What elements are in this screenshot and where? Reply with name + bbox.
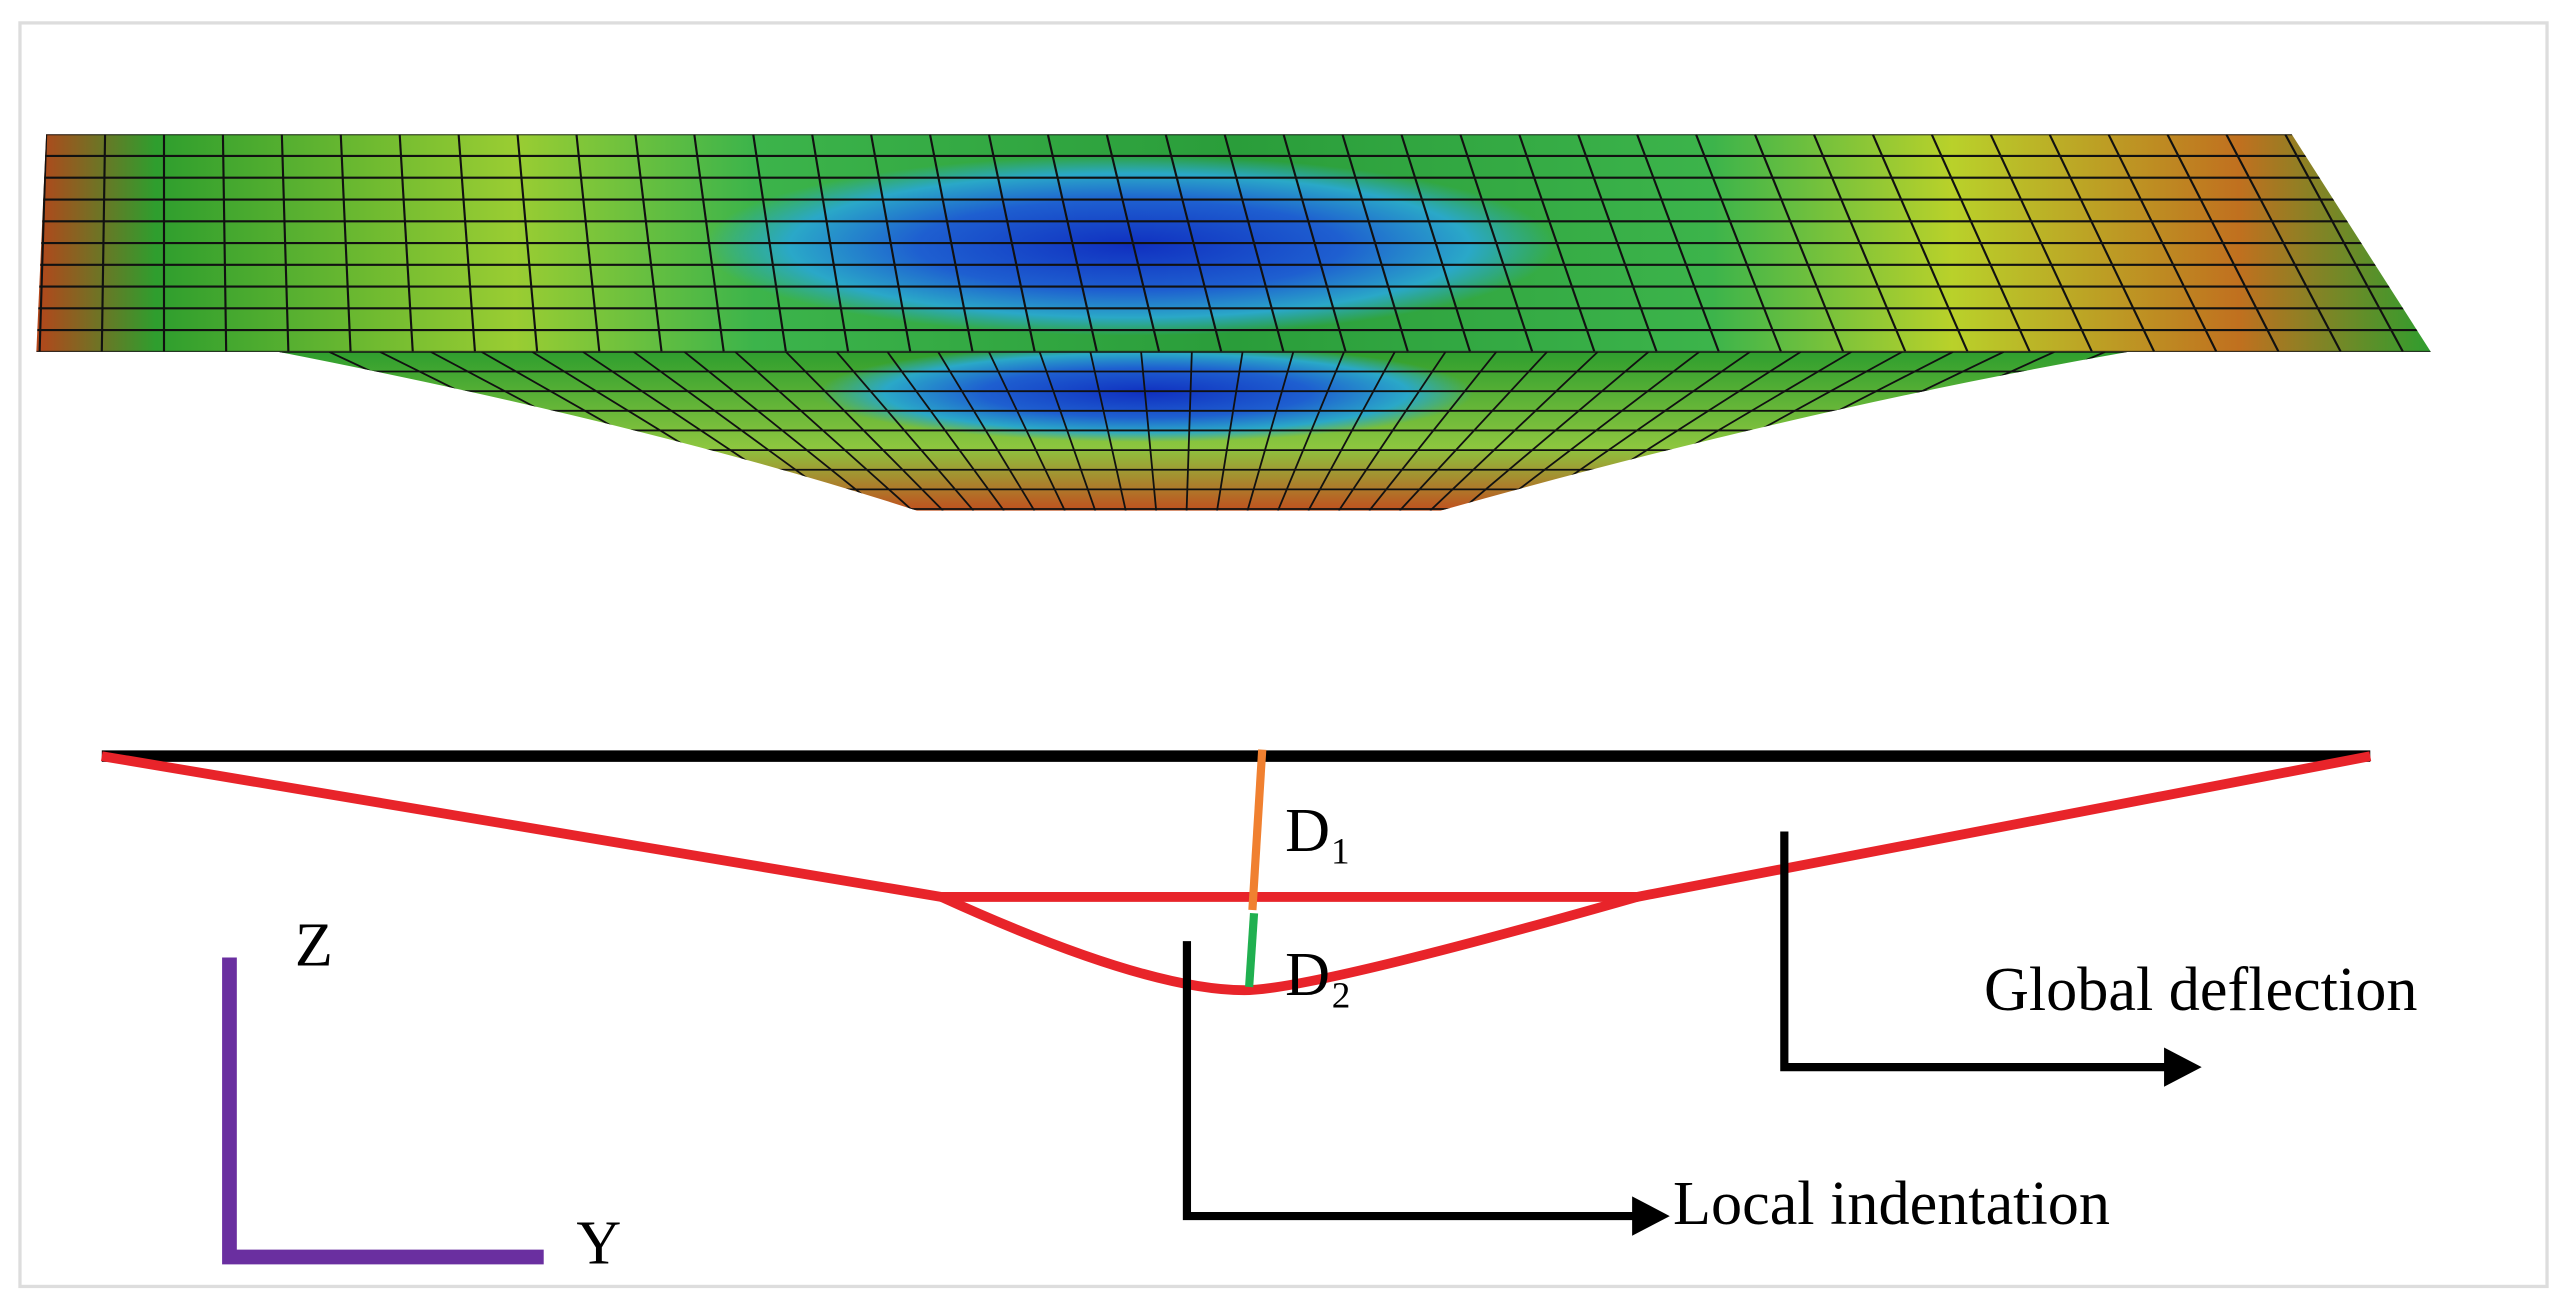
- fe-mesh: [36, 134, 2431, 511]
- local-curve: [939, 892, 1639, 996]
- frame: [18, 21, 2549, 1289]
- d1-label: D₁: [1285, 797, 1352, 865]
- global-label: Global deflection: [1984, 956, 2417, 1024]
- axis-lines: [222, 957, 544, 1265]
- arrow-head: [1632, 1196, 1670, 1236]
- d2-label: D₂: [1285, 941, 1352, 1009]
- global-arrow: [1780, 831, 2169, 1072]
- global-curve: [100, 751, 2372, 902]
- z-axis-label: Z: [295, 912, 333, 980]
- mesh-line: [2402, 134, 2431, 352]
- local-arrow: [1182, 941, 1638, 1221]
- local-label: Local indentation: [1673, 1170, 2110, 1238]
- d2-line: [1245, 913, 1259, 988]
- arrow-head: [2164, 1047, 2202, 1087]
- y-axis-label: Y: [576, 1210, 621, 1278]
- d1-line: [1248, 749, 1267, 911]
